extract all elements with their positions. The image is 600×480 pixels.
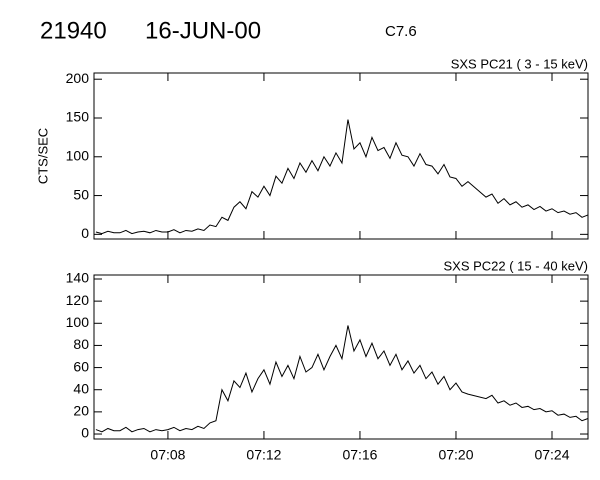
event-date: 16-JUN-00	[145, 17, 261, 44]
x-tick-label: 07:24	[534, 447, 569, 463]
y-tick-label: 0	[81, 425, 89, 441]
y-tick-label: 20	[73, 403, 89, 419]
y-tick-label: 150	[66, 109, 90, 125]
y-tick-label: 50	[73, 186, 89, 202]
y-tick-label: 60	[73, 358, 89, 374]
x-tick-label: 07:16	[342, 447, 377, 463]
y-tick-label: 40	[73, 380, 89, 396]
y-tick-label: 0	[81, 225, 89, 241]
x-tick-label: 07:12	[246, 447, 281, 463]
x-tick-label: 07:08	[150, 447, 185, 463]
y-tick-label: 100	[66, 147, 90, 163]
x-tick-label: 07:20	[438, 447, 473, 463]
data-line	[95, 119, 589, 235]
y-tick-label: 80	[73, 336, 89, 352]
plot-frame	[93, 72, 589, 240]
y-tick-label: 100	[66, 314, 90, 330]
panel-title: SXS PC22 ( 15 - 40 keV)	[443, 258, 588, 273]
y-axis-label: CTS/SEC	[35, 128, 50, 184]
panel-title: SXS PC21 ( 3 - 15 keV)	[451, 56, 588, 71]
event-id: 21940	[40, 17, 107, 44]
plot-frame	[93, 274, 589, 440]
flare-class: C7.6	[385, 23, 417, 40]
data-line	[95, 325, 589, 433]
y-tick-label: 120	[66, 292, 90, 308]
y-tick-label: 140	[66, 270, 90, 286]
y-tick-label: 200	[66, 70, 90, 86]
